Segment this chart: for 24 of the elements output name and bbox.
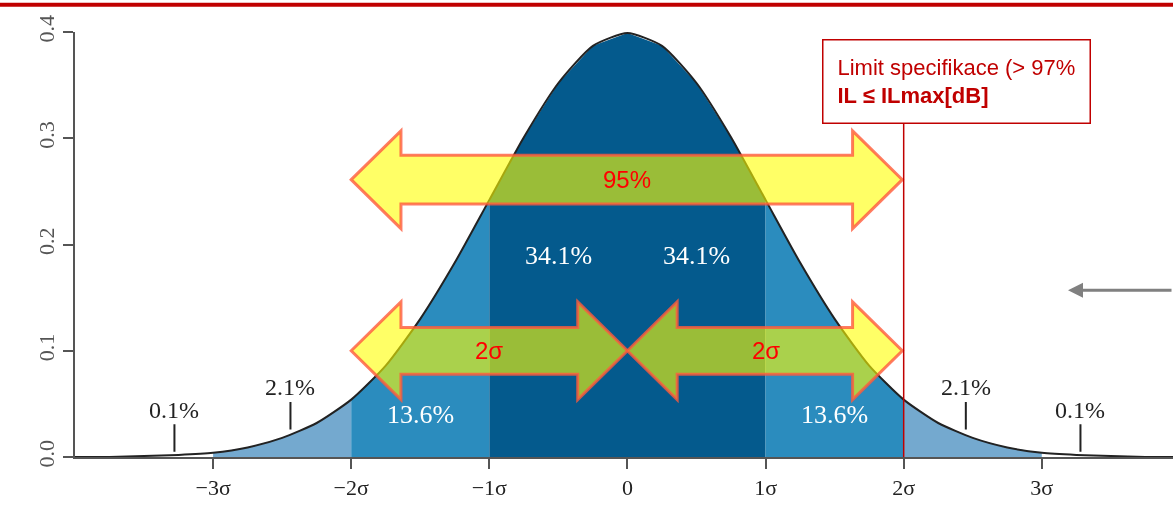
- x-tick-label: 3σ: [1030, 475, 1054, 501]
- annotation: 34.1%: [525, 241, 593, 270]
- x-tick-label: −3σ: [195, 475, 231, 501]
- annotation: 13.6%: [387, 400, 455, 429]
- annotation: 2.1%: [265, 374, 315, 400]
- annotation: 0.1%: [1055, 397, 1105, 423]
- annotation: 95%: [603, 166, 652, 193]
- annotation: 2σ: [752, 337, 781, 364]
- annotation: 2σ: [475, 337, 504, 364]
- y-tick-label: 0.1: [34, 333, 60, 362]
- x-tick-label: 2σ: [892, 475, 916, 501]
- annotation: 13.6%: [801, 400, 869, 429]
- y-tick-label: 0.0: [34, 439, 60, 468]
- ref-line-label: Limit specifikace (> 97% IL ≤ ILmax[dB]: [837, 54, 1076, 109]
- annotation: 34.1%: [663, 241, 731, 270]
- y-tick-label: 0.3: [34, 121, 60, 149]
- y-tick-label: 0.2: [34, 227, 60, 255]
- x-tick-label: −1σ: [471, 475, 508, 501]
- y-tick-label: 0.4: [34, 14, 60, 43]
- x-tick-label: 1σ: [754, 475, 778, 501]
- x-tick-label: −2σ: [333, 475, 369, 501]
- x-tick-label: 0: [621, 475, 633, 501]
- annotation: 2.1%: [941, 374, 991, 400]
- annotation: 0.1%: [149, 397, 199, 423]
